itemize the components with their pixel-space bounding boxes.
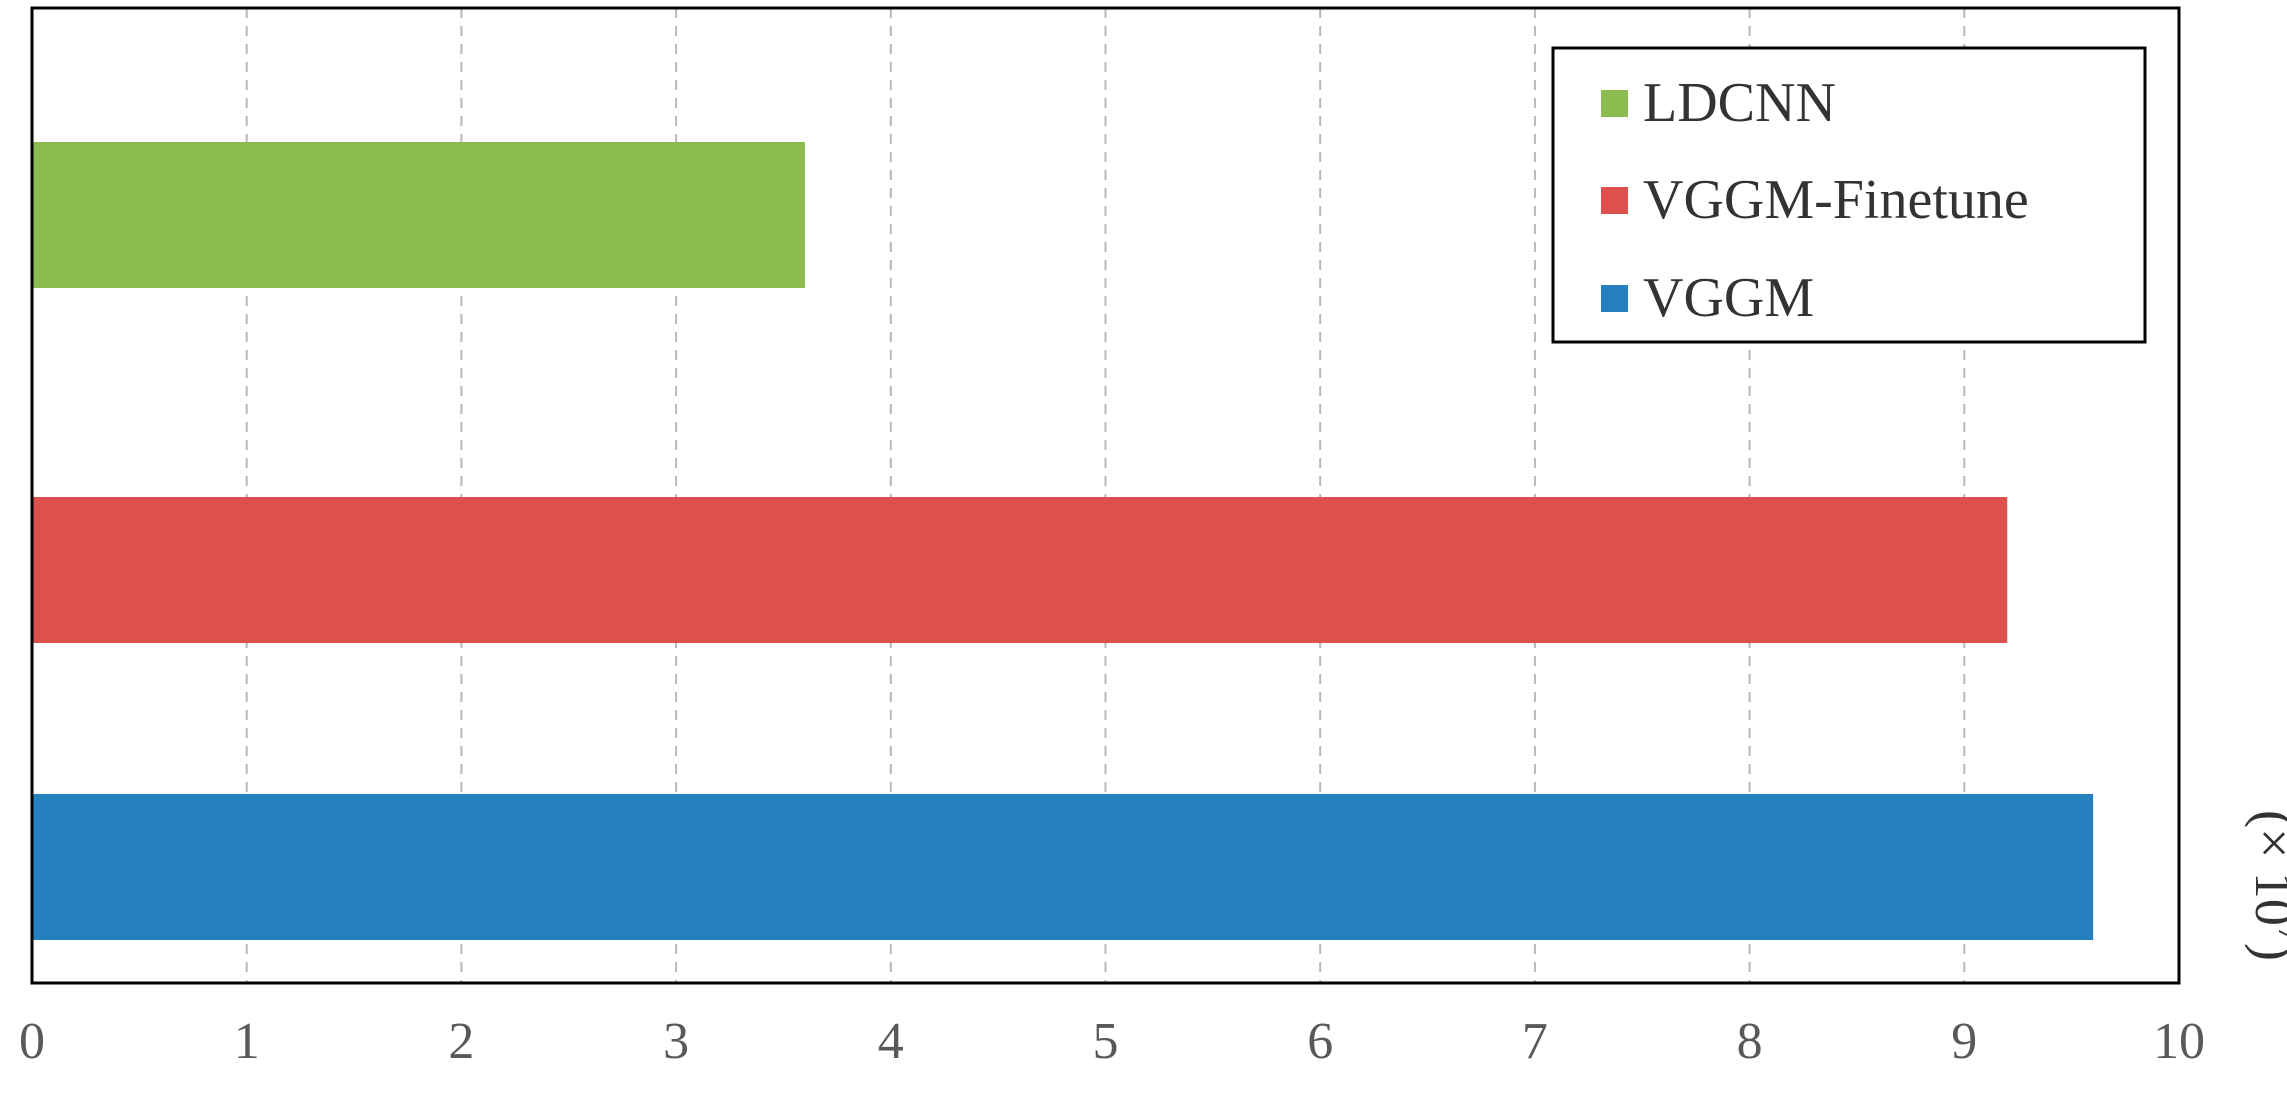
x-tick-label: 3 [663, 1013, 689, 1070]
bar-vggm [32, 794, 2094, 940]
legend-box [1551, 46, 2147, 344]
x-tick-label: 9 [1951, 1013, 1977, 1070]
x-tick-label: 10 [2153, 1013, 2205, 1070]
x-tick-label: 7 [1522, 1013, 1548, 1070]
legend-swatch-vggm-finetune [1601, 187, 1628, 214]
bars [32, 142, 2094, 940]
legend: LDCNN VGGM-Finetune VGGM [1551, 46, 2147, 344]
x-tick-label: 0 [19, 1013, 45, 1070]
x-tick-label: 8 [1737, 1013, 1763, 1070]
bar-ldcnn [32, 142, 805, 288]
x-tick-label: 2 [448, 1013, 474, 1070]
x-tick-label: 4 [878, 1013, 904, 1070]
legend-label-vggm: VGGM [1643, 267, 1814, 329]
axis-multiplier-close: ) [2244, 943, 2287, 961]
axis-multiplier-exponent: 7 [2271, 926, 2287, 943]
legend-swatch-ldcnn [1601, 90, 1628, 117]
bar-vggm-finetune [32, 497, 2008, 643]
axis-multiplier-label: (× 107) [2244, 810, 2287, 961]
axis-multiplier-text: (× 10 [2244, 810, 2287, 926]
legend-label-vggm-finetune: VGGM-Finetune [1643, 169, 2029, 231]
plot-frame [30, 6, 2181, 985]
x-tick-label: 1 [234, 1013, 260, 1070]
legend-swatch-vggm [1601, 285, 1628, 312]
legend-label-ldcnn: LDCNN [1643, 72, 1836, 134]
x-tick-label: 6 [1307, 1013, 1333, 1070]
x-tick-label: 5 [1093, 1013, 1119, 1070]
x-tick-labels: 0 1 2 3 4 5 6 7 8 9 10 [19, 1013, 2205, 1070]
